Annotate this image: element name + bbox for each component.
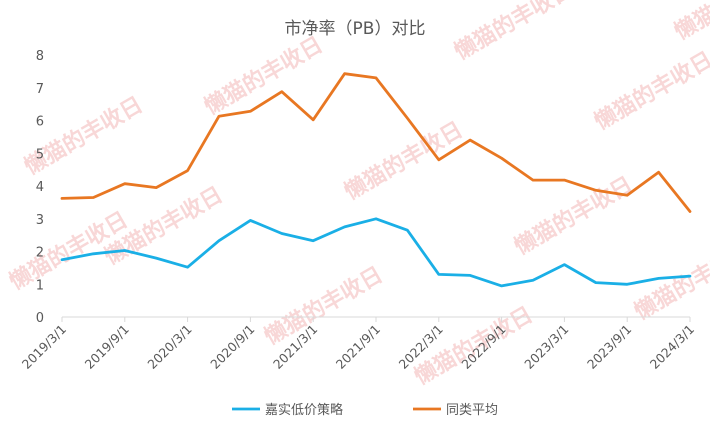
x-tick-label: 2024/3/1 (647, 322, 697, 372)
watermark-text: 懒猫的丰收日 (670, 0, 710, 45)
chart-title: 市净率（PB）对比 (284, 19, 426, 39)
y-tick-label: 1 (36, 278, 44, 293)
watermark-text: 懒猫的丰收日 (450, 0, 577, 65)
watermark-text: 懒猫的丰收日 (200, 32, 327, 121)
watermark-text: 懒猫的丰收日 (510, 172, 637, 261)
series-line-1 (60, 217, 692, 288)
x-tick-label: 2020/3/1 (144, 322, 194, 372)
legend-label-2: 同类平均 (446, 403, 498, 418)
watermark-text: 懒猫的丰收日 (20, 92, 147, 181)
watermark-text: 懒猫的丰收日 (340, 117, 467, 206)
y-tick-label: 5 (36, 147, 44, 162)
x-tick-label: 2019/3/1 (19, 322, 69, 372)
x-tick-label: 2019/9/1 (82, 322, 132, 372)
y-tick-label: 8 (36, 49, 44, 64)
y-tick-label: 6 (36, 115, 44, 130)
y-tick-label: 7 (36, 82, 44, 97)
x-tick-label: 2021/9/1 (333, 322, 383, 372)
x-tick-label: 2023/9/1 (584, 322, 634, 372)
watermark-text: 懒猫的丰收日 (590, 47, 710, 136)
y-tick-label: 0 (36, 311, 44, 326)
x-tick-label: 2020/9/1 (207, 322, 257, 372)
series-line-2 (60, 72, 692, 213)
y-tick-label: 3 (36, 213, 44, 228)
y-tick-label: 4 (36, 180, 44, 195)
y-tick-label: 2 (36, 246, 44, 261)
legend-label-1: 嘉实低价策略 (265, 402, 343, 418)
